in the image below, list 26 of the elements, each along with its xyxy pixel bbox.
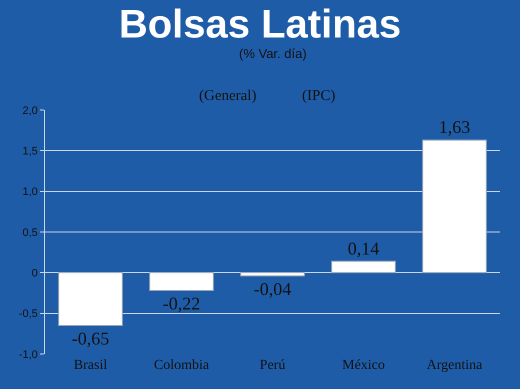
chart-subtitle: (% Var. día) xyxy=(239,46,307,61)
y-tick-label: -0,5 xyxy=(18,308,38,320)
bar xyxy=(58,272,123,326)
data-label: -0,04 xyxy=(254,278,292,299)
y-tick-label: 1,0 xyxy=(22,186,38,198)
bar xyxy=(331,260,396,274)
bar xyxy=(422,140,487,274)
x-tick-label: México xyxy=(342,358,385,373)
data-label: 0,14 xyxy=(348,238,380,258)
x-tick-label: Perú xyxy=(260,358,286,373)
x-tick-label: Argentina xyxy=(426,358,484,373)
x-tick-label: Brasil xyxy=(74,358,108,373)
x-tick-label: Colombia xyxy=(154,358,210,373)
data-label: -0,65 xyxy=(72,328,110,349)
chart-title: Bolsas Latinas xyxy=(118,2,402,47)
data-label: 1,63 xyxy=(438,117,470,138)
y-tick-label: 1,5 xyxy=(22,146,38,158)
bar xyxy=(240,272,305,276)
y-tick-label: 0,5 xyxy=(22,226,38,239)
data-label: -0,22 xyxy=(162,294,200,314)
y-tick-label: -1,0 xyxy=(18,348,38,361)
y-tick-label: 2,0 xyxy=(22,104,38,117)
bar xyxy=(149,272,214,292)
text: (General) xyxy=(199,88,256,104)
y-tick-label: 0 xyxy=(32,268,38,280)
text: (IPC) xyxy=(302,88,336,104)
